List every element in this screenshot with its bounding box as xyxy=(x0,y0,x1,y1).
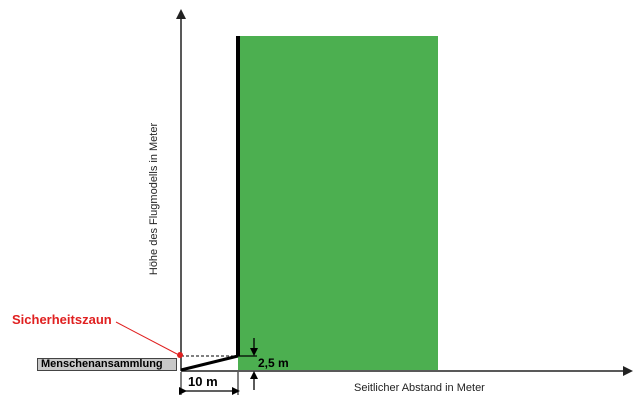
distance-label: 10 m xyxy=(188,374,218,389)
flight-zone-area xyxy=(238,36,438,370)
fence-label: Sicherheitszaun xyxy=(12,312,112,327)
y-axis-label: Höhe des Flugmodells in Meter xyxy=(148,123,160,276)
fence-marker xyxy=(177,352,183,358)
ramp-line xyxy=(180,354,239,372)
x-axis-label: Seitlicher Abstand in Meter xyxy=(354,382,485,394)
height-label: 2,5 m xyxy=(258,356,289,370)
fence-pointer xyxy=(115,321,178,355)
crowd-label-box: Menschenansammlung xyxy=(37,358,177,371)
